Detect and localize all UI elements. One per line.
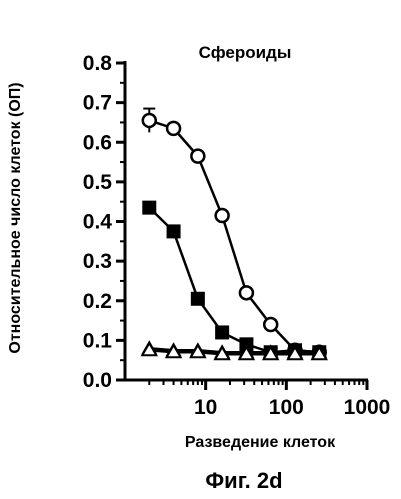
- x-tick-label: 100: [269, 396, 304, 419]
- open-triangle-marker: [164, 343, 183, 359]
- open-triangle-marker: [213, 345, 231, 361]
- circle-marker: [141, 112, 158, 129]
- circle-marker: [214, 207, 230, 224]
- y-tick-label: 0.4: [83, 211, 113, 234]
- x-axis-label: Разведение клеток: [185, 434, 336, 451]
- x-axis-ticks: 10 100 1000: [148, 380, 391, 419]
- open-triangle-marker: [237, 345, 256, 361]
- x-tick-label: 1000: [344, 396, 391, 419]
- square-marker: [215, 325, 230, 340]
- y-tick-label: 0.8: [83, 52, 113, 75]
- open-triangle-marker: [140, 341, 159, 357]
- data-markers: [140, 107, 329, 361]
- open-triangle-marker: [261, 345, 280, 361]
- circle-marker: [262, 316, 279, 333]
- square-marker: [190, 291, 205, 306]
- x-tick-label: 10: [194, 396, 217, 419]
- circle-marker: [190, 148, 206, 164]
- y-axis-ticks: 0.0 0.1 0.2 0.3 0.4 0.5 0.6 0.7 0.8: [83, 52, 125, 392]
- y-tick-label: 0.1: [83, 329, 113, 352]
- figure-caption: Фиг. 2d: [205, 468, 282, 493]
- y-tick-label: 0.6: [83, 131, 112, 154]
- open-triangle-marker: [286, 345, 304, 361]
- chart-title: Сфероиды: [199, 43, 292, 62]
- y-tick-label: 0.3: [83, 250, 112, 273]
- square-marker: [142, 200, 157, 215]
- y-axis-label: Относительное число клеток (ОП): [7, 82, 24, 353]
- y-tick-label: 0.5: [83, 171, 113, 194]
- open-triangle-marker: [310, 345, 329, 361]
- y-tick-label: 0.0: [83, 369, 112, 392]
- circle-marker: [238, 285, 255, 301]
- y-tick-label: 0.7: [83, 92, 112, 115]
- open-triangle-marker: [189, 343, 207, 359]
- y-tick-label: 0.2: [83, 290, 112, 313]
- axes: [123, 61, 368, 382]
- circle-marker: [165, 120, 182, 137]
- square-marker: [166, 224, 181, 239]
